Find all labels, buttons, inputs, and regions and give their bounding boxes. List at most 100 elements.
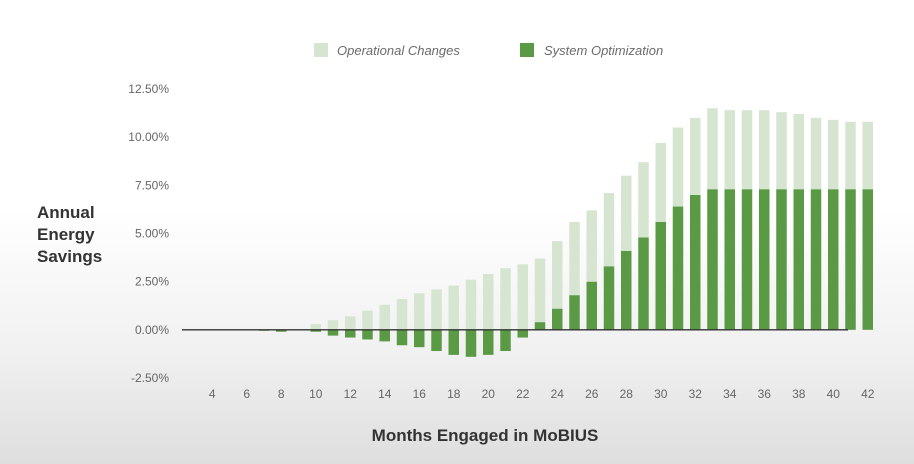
bar-system-optimization (310, 329, 321, 332)
bar-system-optimization (724, 189, 735, 330)
bar-system-optimization (414, 329, 425, 348)
bar-operational-changes (327, 320, 339, 330)
legend-swatch-operational (314, 43, 328, 57)
bar-operational-changes (862, 121, 873, 190)
bar-operational-changes (465, 279, 477, 330)
x-tick-label: 32 (689, 387, 703, 401)
y-axis-ticks: 12.50% 10.00% 7.50% 5.00% 2.50% 0.00% -2.50% (128, 82, 169, 385)
y-axis-title-line-3: Savings (37, 247, 102, 266)
y-tick-label: 7.50% (135, 178, 169, 192)
bar-operational-changes (603, 193, 615, 267)
bar-system-optimization (379, 329, 390, 342)
x-tick-label: 36 (758, 387, 772, 401)
bar-operational-changes (776, 112, 787, 190)
bar-operational-changes (845, 121, 856, 190)
x-tick-label: 12 (344, 387, 358, 401)
bar-system-optimization (396, 329, 408, 346)
bar-operational-changes (534, 258, 546, 323)
bar-operational-changes (690, 117, 701, 195)
bar-system-optimization (862, 189, 873, 330)
y-tick-label: -2.50% (131, 371, 169, 385)
legend-label-system: System Optimization (544, 43, 663, 58)
bar-system-optimization (741, 189, 753, 330)
bar-operational-changes (655, 142, 666, 222)
x-axis-ticks: 4 6 8 10 12 14 16 18 20 22 24 26 28 30 32 34 36 38 40 42 (209, 387, 875, 401)
bar-system-optimization (603, 266, 615, 330)
y-tick-label: 10.00% (128, 130, 169, 144)
bar-system-optimization (845, 189, 856, 330)
bar-operational-changes (431, 289, 442, 330)
bar-system-optimization (517, 329, 528, 338)
bar-operational-changes (362, 310, 373, 330)
bar-system-optimization (621, 250, 632, 330)
bar-system-optimization (552, 308, 563, 330)
x-tick-label: 38 (792, 387, 806, 401)
bar-system-optimization (776, 189, 787, 330)
bar-operational-changes (672, 127, 684, 207)
y-axis-title: Annual Energy Savings (37, 203, 102, 266)
bar-system-optimization (276, 329, 287, 332)
x-tick-label: 26 (585, 387, 599, 401)
bar-system-optimization (793, 189, 804, 330)
bar-system-optimization (345, 329, 356, 338)
bar-system-optimization (431, 329, 442, 352)
legend-label-operational: Operational Changes (337, 43, 460, 58)
bar-operational-changes (621, 175, 632, 251)
bar-operational-changes (828, 119, 839, 190)
bar-operational-changes (793, 114, 804, 190)
x-tick-label: 6 (243, 387, 250, 401)
bar-system-optimization (672, 206, 684, 330)
x-tick-label: 30 (654, 387, 668, 401)
y-tick-label: 12.50% (128, 82, 169, 96)
bar-operational-changes (517, 264, 528, 330)
bar-operational-changes (552, 241, 563, 309)
y-axis-title-line-1: Annual (37, 203, 95, 222)
bar-operational-changes (638, 162, 649, 238)
x-tick-label: 14 (378, 387, 392, 401)
x-tick-label: 24 (551, 387, 565, 401)
x-tick-label: 42 (861, 387, 875, 401)
x-tick-label: 4 (209, 387, 216, 401)
bar-operational-changes (810, 117, 822, 190)
y-tick-label: 0.00% (135, 323, 169, 337)
bar-operational-changes (500, 268, 511, 330)
bar-system-optimization (465, 329, 477, 357)
bars (258, 108, 873, 357)
x-tick-label: 16 (413, 387, 427, 401)
bar-operational-changes (707, 108, 718, 190)
x-tick-label: 22 (516, 387, 530, 401)
y-tick-label: 5.00% (135, 227, 169, 241)
bar-operational-changes (569, 221, 580, 296)
bar-system-optimization (828, 189, 839, 330)
bar-operational-changes (379, 304, 390, 330)
bar-operational-changes (759, 110, 770, 190)
x-tick-label: 20 (482, 387, 496, 401)
bar-system-optimization (327, 329, 339, 336)
x-tick-label: 18 (447, 387, 461, 401)
x-tick-label: 34 (723, 387, 737, 401)
x-tick-label: 28 (620, 387, 634, 401)
legend: Operational Changes System Optimization (314, 43, 663, 58)
bar-operational-changes (741, 110, 753, 190)
bar-operational-changes (345, 316, 356, 330)
bar-system-optimization (638, 237, 649, 330)
bar-operational-changes (483, 273, 494, 330)
x-tick-label: 8 (278, 387, 285, 401)
bar-system-optimization (690, 194, 701, 330)
bar-operational-changes (310, 324, 321, 330)
bar-system-optimization (362, 329, 373, 340)
bar-operational-changes (414, 293, 425, 330)
x-axis-title: Months Engaged in MoBIUS (372, 426, 599, 445)
bar-system-optimization (500, 329, 511, 352)
x-tick-label: 10 (309, 387, 323, 401)
bar-system-optimization (483, 329, 494, 355)
bar-operational-changes (586, 210, 597, 282)
legend-swatch-system (520, 43, 534, 57)
bar-system-optimization (759, 189, 770, 330)
bar-system-optimization (810, 189, 822, 330)
bar-operational-changes (724, 110, 735, 190)
bar-operational-changes (448, 285, 459, 330)
y-axis-title-line-2: Energy (37, 225, 95, 244)
bar-system-optimization (448, 329, 459, 355)
